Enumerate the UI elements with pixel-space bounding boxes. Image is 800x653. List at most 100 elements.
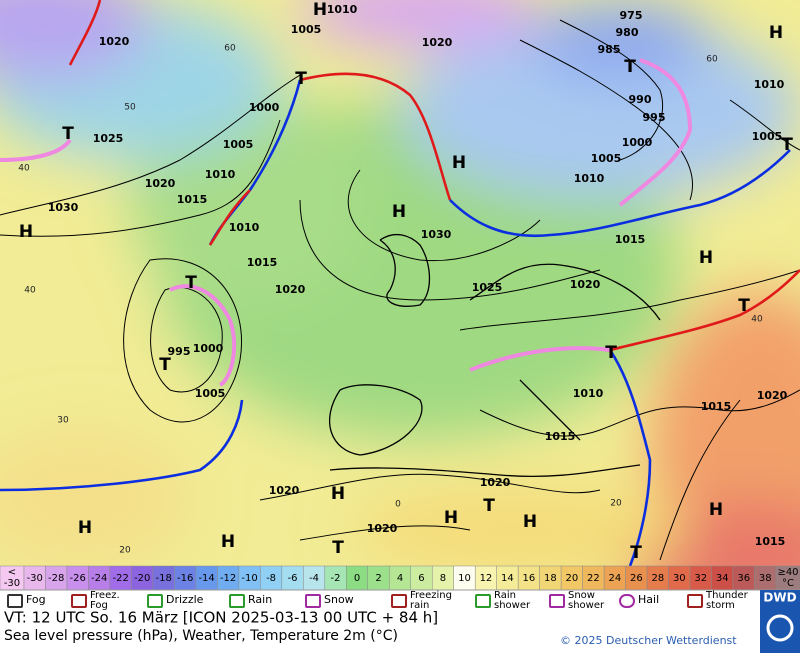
legend-icon (549, 594, 565, 608)
isobar-label: 1000 (249, 101, 280, 114)
fronts (0, 0, 800, 566)
graticule-label: 40 (18, 164, 30, 174)
isobar-label: 1025 (93, 132, 124, 145)
dwd-logo-text: DWD (763, 591, 796, 605)
temperature-scale: <-30 -30 -28 -26 -24 -22 -20 -18 -16 -14 -12 -10 -8-… (0, 565, 800, 591)
legend-icon (687, 594, 703, 608)
valid-time: VT: 12 UTC So. 16 März [ICON 2025-03-13 … (4, 609, 438, 627)
high-pressure-center: H (392, 202, 406, 222)
isobar-label: 1015 (545, 430, 576, 443)
legend-icon (619, 594, 635, 608)
isobar-label: 1015 (701, 400, 732, 413)
isobar-label: 1020 (145, 177, 176, 190)
scale-highest-label: ≥40 (777, 567, 798, 578)
graticule-label: 40 (751, 315, 763, 325)
graticule-label: 0 (395, 500, 401, 510)
isobar-label: 985 (598, 43, 621, 56)
low-pressure-center: T (624, 57, 636, 77)
isobar-label: 975 (620, 9, 643, 22)
scale-label: -28 (48, 573, 64, 584)
scale-label: 24 (608, 573, 621, 584)
scale-label: 6 (418, 573, 424, 584)
isobar-label: 1030 (48, 201, 79, 214)
legend-label: Fog (26, 593, 46, 606)
scale-lowest-label: < (8, 567, 16, 578)
high-pressure-center: H (444, 508, 458, 528)
scale-label: -4 (309, 573, 319, 584)
isobar-label: 1025 (472, 281, 503, 294)
isobar-label: 1020 (367, 522, 398, 535)
high-pressure-center: H (452, 153, 466, 173)
isobar-label: 1010 (229, 221, 260, 234)
scale-label: 2 (375, 573, 381, 584)
scale-highest-label: °C (782, 578, 794, 589)
isobar-label: 1015 (177, 193, 208, 206)
legend-icon (7, 594, 23, 608)
scale-label: 0 (354, 573, 360, 584)
low-pressure-center: T (605, 343, 617, 363)
high-pressure-center: H (313, 0, 327, 20)
high-pressure-center: H (523, 512, 537, 532)
isobar-label: 995 (643, 111, 666, 124)
legend-label: storm (706, 600, 735, 611)
high-pressure-center: H (709, 500, 723, 520)
legend-icon (229, 594, 245, 608)
isobar-label: 1005 (223, 138, 254, 151)
legend-label: Rain (494, 590, 516, 601)
graticule-label: 30 (57, 416, 69, 426)
legend-label: rain (410, 600, 429, 611)
isobar-label: 1020 (422, 36, 453, 49)
isobar-label: 995 (168, 345, 191, 358)
legend-label: Hail (638, 593, 659, 606)
scale-label: 36 (737, 573, 750, 584)
dwd-logo (760, 590, 800, 653)
isobar-label: 1015 (247, 256, 278, 269)
scale-label: -6 (288, 573, 298, 584)
scale-label: -30 (27, 573, 43, 584)
legend-label: shower (568, 600, 605, 611)
isobar-label: 980 (616, 26, 639, 39)
graticule-label: 20 (610, 499, 622, 509)
isobar-label: 1010 (327, 3, 358, 16)
low-pressure-center: T (781, 135, 793, 155)
scale-label: 8 (440, 573, 446, 584)
isobar-label: 1000 (193, 342, 224, 355)
isobar-label: 1005 (195, 387, 226, 400)
scale-label: 4 (397, 573, 403, 584)
isobar-label: 1010 (754, 78, 785, 91)
scale-label: -18 (155, 573, 171, 584)
scale-label: 16 (523, 573, 536, 584)
scale-label: 18 (544, 573, 557, 584)
isobar-label: 1015 (755, 535, 786, 548)
low-pressure-center: T (738, 296, 750, 316)
scale-label: -14 (198, 573, 214, 584)
graticule-label: 50 (124, 103, 136, 113)
scale-label: 34 (716, 573, 729, 584)
isobar-label: 1030 (421, 228, 452, 241)
high-pressure-center: H (331, 484, 345, 504)
graticule-label: 60 (706, 55, 718, 65)
isobar-label: 1020 (757, 389, 788, 402)
isobar-label: 1005 (752, 130, 783, 143)
graticule-label: 40 (24, 286, 36, 296)
scale-label: 38 (759, 573, 772, 584)
isobar-label: 1015 (615, 233, 646, 246)
low-pressure-center: T (630, 543, 642, 563)
isobar-label: 1005 (591, 152, 622, 165)
scale-label: 12 (480, 573, 493, 584)
legend-label: Drizzle (166, 593, 204, 606)
scale-label: 32 (694, 573, 707, 584)
isobar-label: 1005 (291, 23, 322, 36)
low-pressure-center: T (332, 538, 344, 558)
isobar-label: 1020 (99, 35, 130, 48)
scale-label: -8 (266, 573, 276, 584)
scale-label: 22 (587, 573, 600, 584)
isobar-label: 990 (629, 93, 652, 106)
legend-icon (475, 594, 491, 608)
legend-label: Snow (568, 590, 595, 601)
isobar-label: 1010 (205, 168, 236, 181)
high-pressure-center: H (78, 518, 92, 538)
